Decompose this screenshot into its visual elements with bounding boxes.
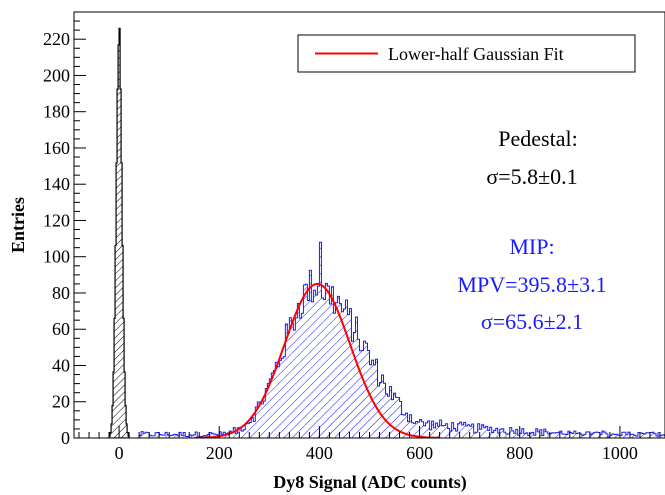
y-tick-label: 80 <box>52 283 70 303</box>
x-tick-label: 400 <box>306 443 333 463</box>
mip-mpv: MPV=395.8±3.1 <box>457 272 606 297</box>
x-tick-label: 200 <box>206 443 233 463</box>
x-tick-label: 800 <box>506 443 533 463</box>
y-tick-label: 100 <box>43 247 70 267</box>
legend-fit-label: Lower-half Gaussian Fit <box>388 44 564 64</box>
mip-title: MIP: <box>509 234 554 259</box>
mip-histogram-fill <box>139 242 665 438</box>
y-tick-label: 180 <box>43 102 70 122</box>
y-tick-label: 40 <box>52 355 70 375</box>
mip-sigma: σ=65.6±2.1 <box>481 309 583 334</box>
pedestal-histogram-outline <box>108 27 130 438</box>
x-tick-label: 600 <box>406 443 433 463</box>
x-axis-title: Dy8 Signal (ADC counts) <box>273 472 467 493</box>
axis-ticks: 0 200 400 600 800 1000 0 20 40 60 80 100 120 140 160 18… <box>43 11 661 463</box>
y-tick-label: 220 <box>43 29 70 49</box>
y-tick-label: 20 <box>52 392 70 412</box>
y-tick-label: 60 <box>52 319 70 339</box>
pedestal-title: Pedestal: <box>498 126 577 151</box>
gaussian-fit-curve <box>194 282 440 438</box>
legend: Lower-half Gaussian Fit <box>297 34 636 73</box>
y-tick-label: 120 <box>43 210 70 230</box>
y-tick-label: 0 <box>61 428 70 448</box>
pedestal-sigma: σ=5.8±0.1 <box>486 164 577 189</box>
y-tick-label: 140 <box>43 174 70 194</box>
x-tick-label: 1000 <box>602 443 638 463</box>
data-layer <box>108 27 665 438</box>
y-tick-label: 160 <box>43 138 70 158</box>
y-tick-label: 200 <box>43 65 70 85</box>
y-axis-title: Entries <box>8 197 28 253</box>
x-tick-label: 0 <box>115 443 124 463</box>
pedestal-histogram-fill <box>109 28 130 438</box>
